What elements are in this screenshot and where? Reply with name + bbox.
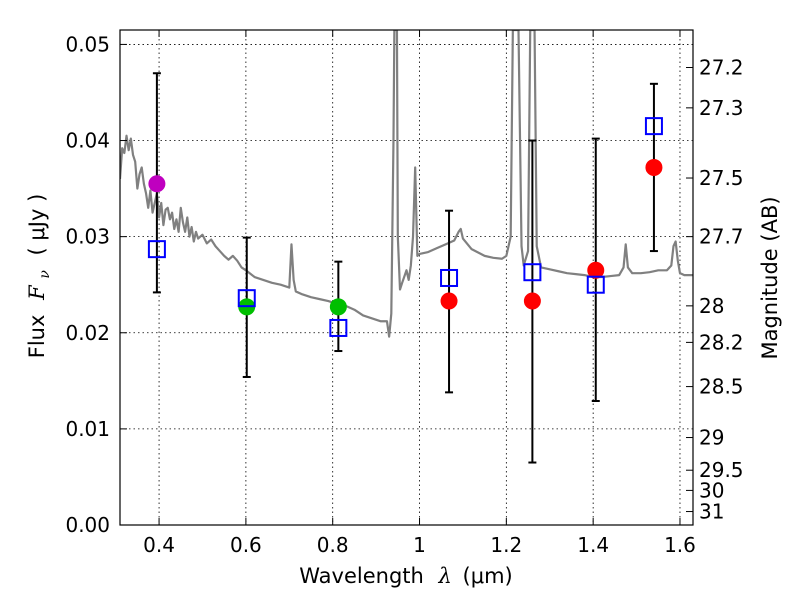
model-square — [523, 263, 542, 282]
x-axis-label-text: Wavelength — [299, 564, 424, 588]
model-spectrum-line — [120, 30, 693, 338]
y-axis-label-subscript: ν — [37, 270, 53, 279]
magnitude-tick-label: 27.3 — [699, 96, 744, 120]
y-axis-label-unit: ( μJy ) — [25, 194, 49, 256]
y-tick-label: 0.04 — [65, 129, 110, 153]
x-tick-label: 1.4 — [577, 533, 609, 557]
magnitude-tick-label: 27.2 — [699, 55, 744, 79]
observed-points — [148, 158, 663, 316]
x-tick-label: 1 — [413, 533, 426, 557]
y-tick-label: 0.03 — [65, 225, 110, 249]
observed-point — [645, 158, 663, 176]
y-axis-label-symbol: F — [25, 284, 49, 301]
plot-frame — [119, 29, 694, 526]
y-tick-label: 0.01 — [65, 417, 110, 441]
observed-point — [329, 298, 347, 316]
y-tick-label: 0.00 — [65, 513, 110, 537]
model-square — [147, 240, 166, 259]
y-axis-label: Flux F ν ( μJy ) — [25, 194, 54, 359]
axis-ticks — [120, 30, 693, 526]
observed-point — [587, 261, 605, 279]
x-axis-label: Wavelength λ (μm) — [299, 564, 512, 588]
y-tick-labels: 0.00 0.01 0.02 0.03 0.04 0.05 — [65, 32, 110, 537]
error-bars — [152, 72, 658, 464]
observed-point — [523, 292, 541, 310]
observed-point — [440, 292, 458, 310]
magnitude-tick-label: 31 — [699, 500, 724, 524]
model-square — [440, 268, 459, 287]
magnitude-tick-label: 29 — [699, 426, 724, 450]
x-tick-label: 1.6 — [664, 533, 696, 557]
magnitude-tick-label: 30 — [699, 478, 724, 502]
x-tick-labels: 0.4 0.6 0.8 1 1.2 1.4 1.6 — [143, 533, 696, 557]
magnitude-tick-label: 29.5 — [699, 458, 744, 482]
model-square — [586, 275, 605, 294]
magnitude-tick-label: 27.7 — [699, 225, 744, 249]
y-tick-label: 0.02 — [65, 321, 110, 345]
model-square — [329, 318, 348, 337]
magnitude-tick-label: 28.5 — [699, 375, 744, 399]
model-square — [237, 289, 256, 308]
model-photometry-squares — [147, 117, 663, 337]
magnitude-tick-label: 28.2 — [699, 330, 744, 354]
x-tick-label: 0.4 — [143, 533, 175, 557]
y-axis-label-text: Flux — [25, 315, 49, 359]
observed-point — [148, 175, 166, 193]
x-tick-label: 1.2 — [490, 533, 522, 557]
magnitude-tick-label: 27.5 — [699, 166, 744, 190]
model-square — [644, 117, 663, 136]
x-tick-label: 0.8 — [317, 533, 349, 557]
x-axis-label-symbol: λ — [438, 564, 452, 588]
magnitude-tick-label: 28 — [699, 294, 724, 318]
y-tick-label: 0.05 — [65, 32, 110, 56]
y2-axis-label: Magnitude (AB) — [758, 196, 782, 359]
x-axis-label-unit: (μm) — [463, 564, 513, 588]
x-tick-label: 0.6 — [230, 533, 262, 557]
